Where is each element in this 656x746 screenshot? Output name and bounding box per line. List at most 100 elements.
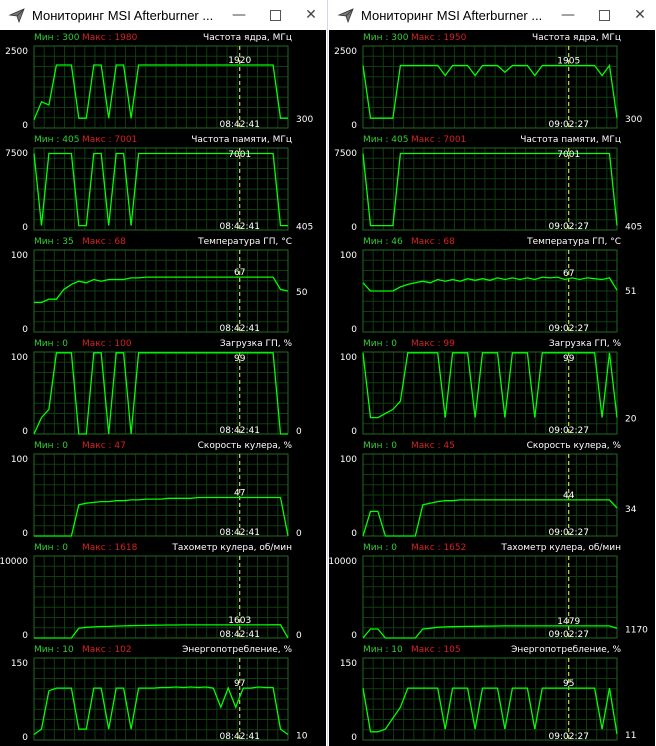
- graph-panel[interactable]: Мин : 0 Макс : 45 Скорость кулера, % 100 0 44…: [340, 441, 637, 539]
- graph-panel[interactable]: Мин : 0 Макс : 1652 Тахометр кулера, об/ми…: [329, 543, 648, 641]
- graph-series-line: [362, 625, 618, 639]
- cursor-value: 1905: [557, 57, 580, 67]
- graph-panel[interactable]: Мин : 10 Макс : 102 Энергопотребление, % 15…: [11, 645, 308, 743]
- graph-panel[interactable]: Мин : 405 Макс : 7001 Частота памяти, МГц 7…: [334, 135, 642, 233]
- close-icon[interactable]: ✕: [634, 7, 646, 23]
- graph-title: Загрузка ГП, %: [220, 339, 293, 349]
- y-axis-max: 100: [340, 251, 357, 261]
- y-axis-max: 7500: [5, 149, 28, 159]
- max-label: Макс : 68: [411, 237, 455, 247]
- graph-title: Частота ядра, МГц: [203, 33, 292, 43]
- current-value: 20: [625, 415, 637, 425]
- cursor-time: 09:02:27: [549, 426, 589, 436]
- graph-panel[interactable]: Мин : 0 Макс : 99 Загрузка ГП, % 100 0 99 09:0…: [340, 339, 637, 437]
- cursor-value: 99: [234, 354, 246, 364]
- cursor-time: 08:42:41: [220, 630, 260, 640]
- max-label: Макс : 1950: [411, 33, 467, 43]
- min-label: Мин : 0: [363, 339, 397, 349]
- max-label: Макс : 105: [411, 645, 461, 655]
- graph-title: Тахометр кулера, об/мин: [171, 543, 292, 553]
- plot-frame: [33, 147, 289, 231]
- graph-series-line: [34, 624, 289, 639]
- min-label: Мин : 10: [34, 645, 74, 655]
- y-axis-min: 0: [22, 427, 28, 437]
- graph-panel[interactable]: Мин : 300 Макс : 1950 Частота ядра, МГц 250…: [334, 33, 642, 131]
- graph-series-line: [362, 499, 618, 537]
- min-label: Мин : 0: [34, 339, 68, 349]
- min-label: Мин : 35: [34, 237, 74, 247]
- y-axis-max: 100: [11, 455, 28, 465]
- minimize-icon[interactable]: —: [561, 7, 575, 23]
- cursor-time: 08:42:41: [220, 426, 260, 436]
- cursor-value: 7001: [228, 150, 251, 160]
- graph-panel[interactable]: Мин : 46 Макс : 68 Температура ГП, °C 100 0 6…: [340, 237, 637, 335]
- afterburner-plane-icon: [6, 4, 28, 26]
- cursor-time: 09:02:27: [549, 120, 589, 130]
- plot-frame: [362, 453, 618, 537]
- afterburner-window-right: Мониторинг MSI Afterburner ... — ✕ Мин :…: [329, 0, 655, 746]
- maximize-icon[interactable]: [260, 0, 290, 30]
- cursor-value: 1603: [228, 616, 251, 626]
- minimize-icon[interactable]: —: [232, 7, 246, 23]
- graph-panel[interactable]: Мин : 300 Макс : 1980 Частота ядра, МГц 250…: [5, 33, 313, 131]
- monitoring-graphs[interactable]: Мин : 300 Макс : 1950 Частота ядра, МГц 250…: [329, 30, 655, 746]
- window-title: Мониторинг MSI Afterburner ...: [32, 7, 214, 23]
- current-value: 0: [296, 529, 302, 539]
- cursor-time: 08:42:41: [220, 120, 260, 130]
- graph-series-line: [33, 352, 288, 435]
- plot-frame: [33, 351, 289, 435]
- y-axis-max: 7500: [334, 149, 357, 159]
- cursor-time: 08:42:41: [220, 528, 260, 538]
- monitoring-graphs[interactable]: Мин : 300 Макс : 1980 Частота ядра, МГц 250…: [0, 30, 326, 746]
- min-label: Мин : 405: [34, 135, 79, 145]
- min-label: Мин : 10: [363, 645, 403, 655]
- graph-panel[interactable]: Мин : 0 Макс : 1618 Тахометр кулера, об/ми…: [0, 543, 302, 641]
- cursor-value: 7001: [557, 150, 580, 160]
- window-divider: [326, 0, 329, 746]
- cursor-time: 09:02:27: [549, 222, 589, 232]
- graph-panel[interactable]: Мин : 405 Макс : 7001 Частота памяти, МГц 7…: [5, 135, 313, 233]
- maximize-icon[interactable]: [589, 0, 619, 30]
- y-axis-max: 10000: [329, 557, 357, 567]
- graph-title: Энергопотребление, %: [182, 645, 292, 655]
- plot-frame: [33, 657, 289, 741]
- window-title: Мониторинг MSI Afterburner ...: [361, 7, 543, 23]
- graph-panel[interactable]: Мин : 0 Макс : 100 Загрузка ГП, % 100 0 99 08:…: [11, 339, 302, 437]
- min-label: Мин : 300: [363, 33, 409, 43]
- cursor-value: 97: [234, 679, 245, 689]
- y-axis-min: 0: [22, 529, 28, 539]
- min-label: Мин : 0: [363, 441, 397, 451]
- cursor-value: 67: [563, 269, 574, 279]
- plot-frame: [362, 45, 618, 129]
- graph-series-line: [33, 152, 288, 227]
- current-value: 34: [625, 505, 637, 515]
- afterburner-window-left: Мониторинг MSI Afterburner ... — ✕ Мин :…: [0, 0, 326, 746]
- graph-panel[interactable]: Мин : 0 Макс : 47 Скорость кулера, % 100 0 47…: [11, 441, 302, 539]
- graph-panel[interactable]: Мин : 35 Макс : 68 Температура ГП, °C 100 0 6…: [11, 237, 308, 335]
- current-value: 11: [625, 731, 636, 741]
- cursor-time: 09:02:27: [549, 324, 589, 334]
- current-value: 405: [296, 223, 313, 233]
- afterburner-plane-icon: [335, 4, 357, 26]
- graph-series-line: [362, 687, 618, 735]
- max-label: Макс : 102: [82, 645, 132, 655]
- cursor-value: 1479: [557, 617, 580, 627]
- current-value: 0: [296, 427, 302, 437]
- max-label: Макс : 99: [411, 339, 455, 349]
- plot-frame: [33, 453, 289, 537]
- y-axis-min: 0: [22, 631, 28, 641]
- title-bar[interactable]: Мониторинг MSI Afterburner ... — ✕: [329, 0, 655, 30]
- graph-panel[interactable]: Мин : 10 Макс : 105 Энергопотребление, % 15…: [340, 645, 637, 743]
- cursor-time: 08:42:41: [220, 324, 260, 334]
- graph-title: Скорость кулера, %: [198, 441, 293, 451]
- y-axis-max: 100: [11, 251, 28, 261]
- min-label: Мин : 0: [34, 543, 68, 553]
- cursor-value: 44: [563, 491, 575, 501]
- max-label: Макс : 1980: [82, 33, 138, 43]
- title-bar[interactable]: Мониторинг MSI Afterburner ... — ✕: [0, 0, 326, 30]
- y-axis-min: 0: [351, 631, 357, 641]
- current-value: 10: [296, 732, 308, 742]
- min-label: Мин : 46: [363, 237, 403, 247]
- close-icon[interactable]: ✕: [305, 7, 317, 23]
- graph-series-line: [362, 352, 618, 419]
